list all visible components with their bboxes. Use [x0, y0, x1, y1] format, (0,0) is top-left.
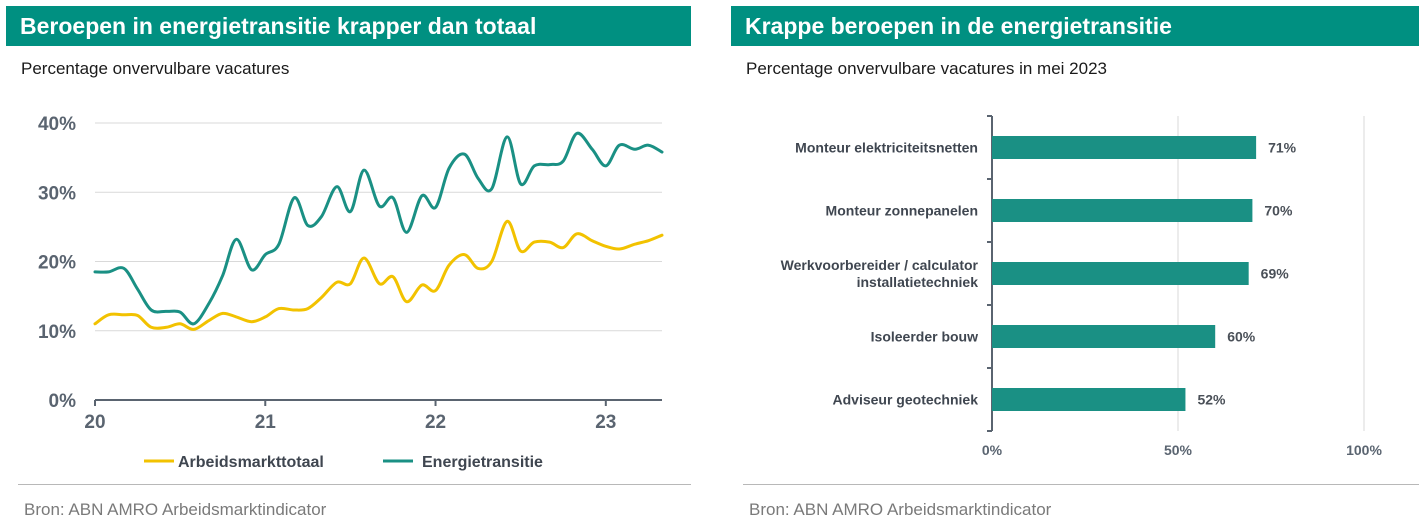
legend-label-2: Energietransitie: [422, 454, 543, 471]
y-tick-label: 30%: [38, 183, 76, 204]
x-tick-label: 22: [425, 412, 446, 433]
category-label-line: Isoleerder bouw: [871, 329, 978, 345]
bar-value-label: 70%: [1264, 203, 1293, 219]
category-label-line: Werkvoorbereider / calculator: [781, 257, 979, 273]
bar-4: [992, 325, 1216, 348]
bar-value-label: 69%: [1261, 266, 1290, 282]
x-tick-label: 50%: [1164, 442, 1193, 458]
x-tick-label: 20: [84, 412, 105, 433]
bar-value-label: 60%: [1227, 329, 1256, 345]
category-label-line: installatietechniek: [857, 274, 979, 290]
bar-chart: 0% 50% 100% 71% Monteur elektriciteitsnetten…: [781, 115, 1382, 458]
y-tick-label: 40%: [38, 114, 76, 135]
x-tick-label: 21: [255, 412, 277, 433]
right-chart-panel: Krappe beroepen in de energietransitie P…: [731, 6, 1419, 522]
right-chart-title: Krappe beroepen in de energietransitie: [731, 6, 1419, 46]
y-tick-label: 20%: [38, 253, 76, 274]
left-chart-subtitle: Percentage onvervulbare vacatures: [21, 59, 290, 78]
x-tick-label: 23: [595, 412, 616, 433]
x-tick-label: 100%: [1346, 442, 1382, 458]
bar-2: [992, 199, 1253, 222]
right-source-divider: [743, 484, 1419, 485]
category-label: Adviseur geotechniek: [833, 392, 979, 408]
right-source: Bron: ABN AMRO Arbeidsmarktindicator: [749, 500, 1052, 519]
left-chart-panel: Beroepen in energietransitie krapper dan…: [6, 6, 691, 522]
right-chart-subtitle: Percentage onvervulbare vacatures in mei…: [746, 59, 1107, 78]
x-tick-label: 0%: [982, 442, 1003, 458]
category-label: Monteur elektriciteitsnetten: [795, 140, 978, 156]
category-label: Isoleerder bouw: [871, 329, 978, 345]
left-source: Bron: ABN AMRO Arbeidsmarktindicator: [24, 500, 327, 519]
category-label-line: Monteur zonnepanelen: [826, 203, 978, 219]
line-chart: 0% 10% 20% 30% 40% 20 21 22 23 Arbeidsmarkttotaal…: [38, 114, 664, 471]
series-line-2: [93, 131, 664, 326]
legend-label-1: Arbeidsmarkttotaal: [178, 454, 324, 471]
y-tick-label: 0%: [49, 391, 77, 412]
bar-5: [992, 388, 1186, 411]
category-label: Monteur zonnepanelen: [826, 203, 978, 219]
category-label-line: Adviseur geotechniek: [833, 392, 979, 408]
bar-3: [992, 262, 1249, 285]
category-label-line: Monteur elektriciteitsnetten: [795, 140, 978, 156]
category-label: Werkvoorbereider / calculator installatie…: [781, 257, 979, 290]
y-tick-label: 10%: [38, 322, 76, 343]
bar-value-label: 52%: [1197, 392, 1226, 408]
series-line-1: [93, 219, 664, 331]
bar-value-label: 71%: [1268, 140, 1297, 156]
left-source-divider: [18, 484, 691, 485]
left-chart-title: Beroepen in energietransitie krapper dan…: [6, 6, 691, 46]
bar-1: [992, 136, 1257, 159]
